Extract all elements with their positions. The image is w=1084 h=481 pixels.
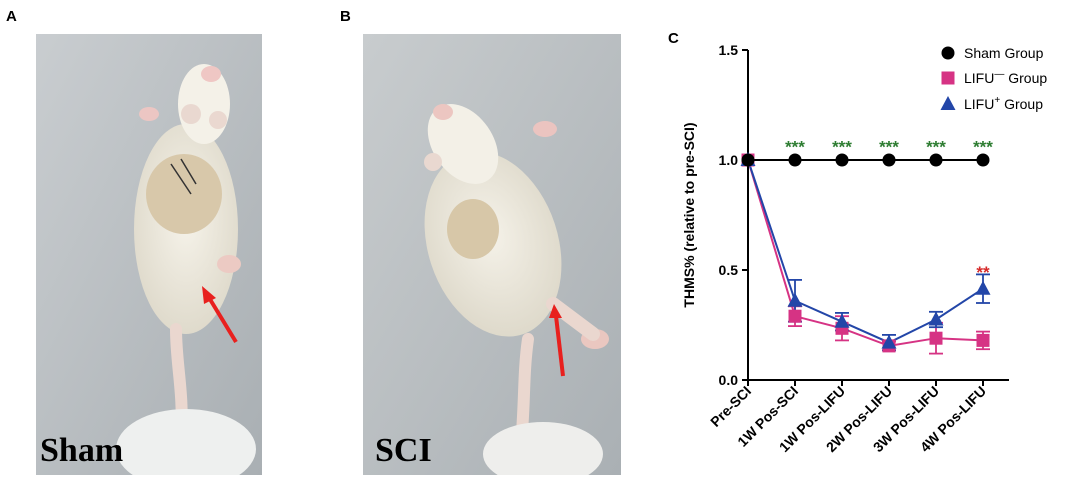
panel-a-label: A bbox=[6, 8, 17, 25]
significance-marker: *** bbox=[785, 138, 805, 157]
data-point-circle bbox=[976, 153, 990, 167]
series-line-square bbox=[747, 159, 984, 347]
legend-marker-triangle bbox=[940, 96, 956, 110]
significance-marker: *** bbox=[879, 138, 899, 157]
significance-marker: *** bbox=[926, 138, 946, 157]
data-point-triangle bbox=[787, 292, 803, 307]
legend-entry: LIFU+ Group bbox=[964, 95, 1043, 112]
photo-sci-rat: SCI bbox=[363, 34, 621, 475]
photo-sci-caption: SCI bbox=[375, 432, 432, 469]
y-tick-label: 1.0 bbox=[719, 152, 739, 168]
series-line-triangle bbox=[747, 159, 984, 344]
y-tick-label: 0.5 bbox=[719, 262, 739, 278]
sham-rat-illustration bbox=[36, 34, 262, 475]
data-point-square bbox=[976, 333, 990, 347]
data-point-triangle bbox=[975, 280, 991, 295]
data-point-triangle bbox=[881, 334, 897, 349]
significance-marker: ** bbox=[976, 263, 990, 282]
panel-b-label: B bbox=[340, 8, 351, 25]
legend-entry: LIFU— Group bbox=[964, 69, 1047, 86]
data-point-circle bbox=[929, 153, 943, 167]
data-point-circle bbox=[788, 153, 802, 167]
panel-c-label: C bbox=[668, 30, 679, 47]
legend-entry: Sham Group bbox=[964, 45, 1044, 61]
x-tick-label: Pre-SCI bbox=[707, 383, 754, 430]
thms-line-chart: 0.0 0.5 1.0 1.5 THMS% (relative to pre-SCI) P… bbox=[681, 42, 1047, 455]
data-point-triangle bbox=[834, 313, 850, 328]
data-point-circle bbox=[882, 153, 896, 167]
y-tick-label: 1.5 bbox=[719, 42, 739, 58]
data-point-triangle bbox=[928, 311, 944, 326]
photo-sham-rat: Sham bbox=[36, 34, 262, 475]
significance-marker: *** bbox=[832, 138, 852, 157]
sci-rat-illustration bbox=[363, 34, 621, 475]
legend-marker-square bbox=[941, 71, 955, 85]
data-point-square bbox=[788, 309, 802, 323]
data-point-circle bbox=[741, 153, 755, 167]
significance-marker: *** bbox=[973, 138, 993, 157]
y-tick-label: 0.0 bbox=[719, 372, 739, 388]
data-point-square bbox=[929, 331, 943, 345]
photo-sham-caption: Sham bbox=[40, 432, 124, 469]
y-axis-title: THMS% (relative to pre-SCI) bbox=[681, 122, 697, 307]
legend-marker-circle bbox=[941, 46, 955, 60]
data-point-circle bbox=[835, 153, 849, 167]
